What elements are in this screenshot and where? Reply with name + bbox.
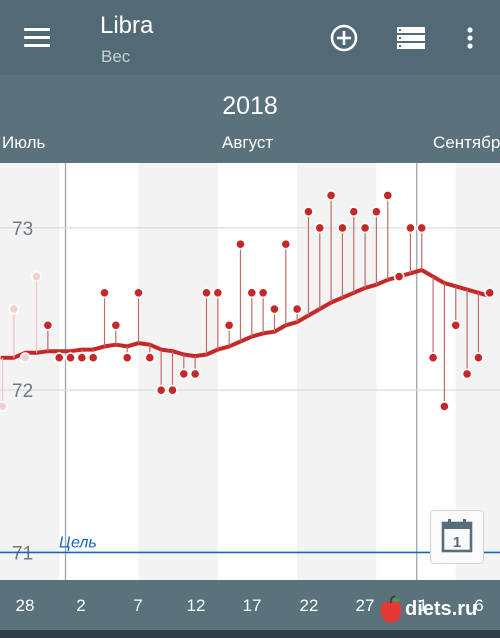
measurement-point [235, 238, 246, 250]
measurement-point [450, 319, 462, 331]
x-tick: 28 [15, 596, 35, 615]
measurement-point [19, 352, 31, 364]
measurement-point [87, 352, 99, 364]
week-band [0, 163, 60, 580]
measurement-point [76, 352, 88, 364]
measurement-point [223, 319, 235, 331]
app-bar: Libra Вес [0, 0, 500, 75]
measurement-point [212, 287, 224, 299]
x-tick: 7 [133, 596, 143, 615]
calendar-button[interactable]: 1 [430, 510, 484, 564]
measurement-point [314, 222, 326, 234]
timeline-header [0, 75, 500, 163]
measurement-point [133, 287, 144, 299]
measurement-point [416, 222, 428, 234]
x-tick: 27 [355, 596, 375, 615]
measurement-point [246, 287, 258, 299]
measurement-point [269, 303, 280, 315]
measurement-point [31, 271, 42, 282]
measurement-point [178, 368, 190, 380]
measurement-point [484, 287, 496, 299]
measurement-point [382, 190, 394, 201]
app-title: Libra [100, 12, 154, 39]
measurement-point [257, 287, 269, 299]
y-tick-label: 73 [12, 219, 33, 240]
measurement-point [155, 384, 167, 396]
measurement-point [167, 384, 178, 396]
x-tick: 17 [242, 596, 262, 615]
measurement-point [99, 287, 110, 299]
measurement-point [348, 206, 360, 218]
calendar-day: 1 [453, 534, 461, 551]
x-tick: 22 [299, 596, 319, 615]
apple-logo-icon [380, 595, 402, 623]
y-tick-label: 71 [12, 543, 33, 564]
measurement-point [8, 303, 20, 315]
year-label: 2018 [222, 92, 278, 120]
measurement-point [371, 206, 382, 218]
month-label-july: Июль [2, 133, 46, 152]
measurement-point [121, 352, 133, 364]
measurement-point [189, 368, 201, 380]
goal-label: Цель [59, 534, 97, 551]
measurement-point [110, 319, 122, 331]
measurement-point [359, 222, 371, 234]
x-tick: 12 [186, 596, 206, 615]
measurement-point [393, 271, 405, 282]
measurement-point [325, 190, 337, 201]
measurement-point [42, 319, 54, 331]
week-band [138, 163, 218, 580]
x-tick: 1 [418, 596, 428, 615]
month-label-august: Август [222, 133, 274, 152]
menu-icon[interactable] [22, 26, 52, 50]
measurement-point [439, 400, 450, 412]
trend-line [0, 268, 492, 360]
measurement-point [461, 368, 473, 380]
measurement-point [144, 352, 156, 364]
watermark-text: diets.ru [405, 598, 478, 620]
measurement-point [337, 222, 348, 234]
measurement-point [472, 352, 484, 364]
bottom-strip [0, 630, 500, 638]
more-vert-icon[interactable] [452, 20, 488, 56]
weight-chart-svg: 73 72 71 Цель [0, 163, 500, 580]
measurement-point [303, 206, 314, 218]
calendar-icon: 1 [441, 519, 473, 553]
measurement-point [65, 352, 76, 364]
measurement-point [201, 287, 212, 299]
measurement-point [280, 238, 292, 250]
month-label-september: Сентябр [433, 133, 500, 152]
weight-chart[interactable]: 73 72 71 Цель [0, 163, 500, 580]
measurement-point [427, 352, 439, 364]
x-axis-bar [0, 580, 500, 630]
x-tick: 6 [474, 596, 484, 615]
app-subtitle: Вес [101, 47, 131, 66]
measurement-point [291, 303, 303, 315]
measurement-point [0, 400, 8, 412]
measurement-point [405, 222, 416, 234]
watermark: diets.ru [378, 592, 500, 628]
measurement-point [53, 352, 65, 364]
list-icon[interactable] [393, 20, 429, 56]
x-tick: 2 [76, 596, 86, 615]
plus-circle-icon[interactable] [326, 20, 362, 56]
y-tick-label: 72 [12, 381, 33, 402]
